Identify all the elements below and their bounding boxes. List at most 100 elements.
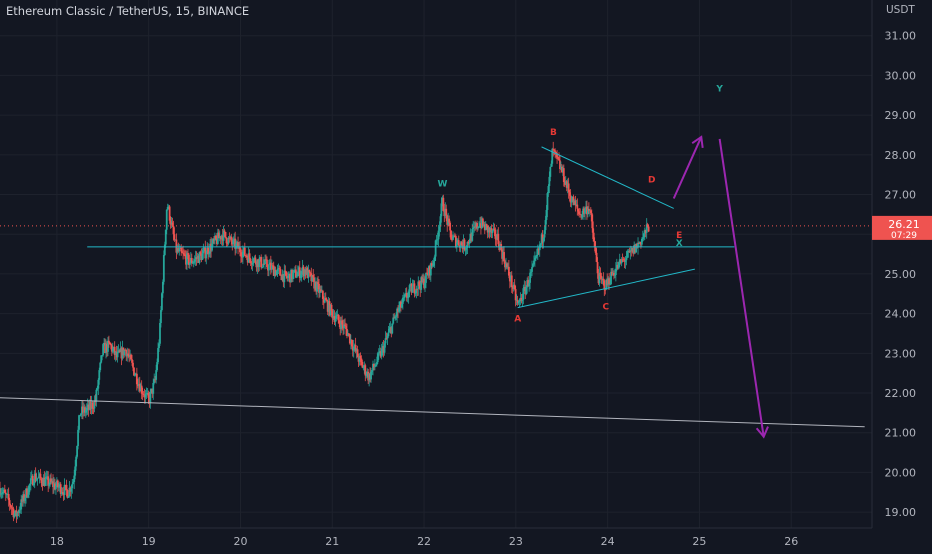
wave-label[interactable]: X bbox=[676, 239, 683, 249]
candle-body bbox=[585, 206, 587, 210]
candle-body bbox=[471, 229, 474, 241]
x-tick-label: 20 bbox=[233, 535, 247, 548]
candle-body bbox=[472, 227, 475, 230]
candle-body bbox=[127, 353, 130, 356]
candle-body bbox=[244, 255, 247, 257]
candle-body bbox=[288, 273, 291, 276]
candle-body bbox=[382, 345, 385, 353]
candle-body bbox=[389, 327, 392, 329]
candle-body bbox=[134, 375, 136, 376]
candle-body bbox=[272, 265, 275, 276]
candle-body bbox=[229, 236, 232, 238]
candle-body bbox=[276, 268, 279, 272]
candle-body bbox=[219, 236, 222, 240]
candle-body bbox=[310, 273, 313, 282]
symbol-title[interactable]: Ethereum Classic / TetherUS, 15, BINANCE bbox=[6, 4, 250, 18]
candle-body bbox=[642, 233, 645, 238]
candle-body bbox=[509, 275, 512, 282]
candle-body bbox=[227, 237, 230, 244]
wave-label[interactable]: E bbox=[676, 231, 682, 241]
candle-body bbox=[80, 413, 82, 416]
triangle-lower[interactable] bbox=[517, 268, 695, 309]
candle-body bbox=[312, 275, 315, 278]
candle-body bbox=[551, 148, 554, 164]
candle-body bbox=[139, 385, 142, 392]
long-trendline[interactable] bbox=[0, 397, 865, 428]
projection-down[interactable] bbox=[718, 138, 765, 437]
candle-body bbox=[76, 445, 79, 457]
candle-body bbox=[495, 238, 498, 240]
wave-label[interactable]: C bbox=[603, 303, 610, 313]
candle-body bbox=[141, 393, 144, 395]
candle-body bbox=[503, 252, 505, 262]
candle-body bbox=[86, 404, 89, 408]
candle-body bbox=[25, 488, 27, 498]
candle-body bbox=[348, 333, 351, 344]
projection-up[interactable] bbox=[672, 136, 703, 199]
candle-body bbox=[282, 274, 285, 283]
candle-body bbox=[559, 160, 561, 169]
candle-body bbox=[527, 280, 530, 287]
candle-body bbox=[353, 344, 356, 347]
candle-body bbox=[203, 247, 206, 251]
candle-body bbox=[39, 473, 42, 479]
candle-body bbox=[350, 339, 353, 347]
candle-body bbox=[192, 261, 195, 263]
triangle-upper[interactable] bbox=[541, 146, 674, 209]
candle-body bbox=[21, 499, 24, 502]
candle-body bbox=[577, 208, 580, 212]
last-price-badge bbox=[872, 215, 932, 240]
candle-body bbox=[230, 236, 233, 242]
candle-body bbox=[38, 473, 41, 477]
candle-body bbox=[445, 208, 448, 216]
candle-body bbox=[603, 280, 606, 290]
candle-body bbox=[68, 487, 71, 497]
candle-body bbox=[186, 253, 188, 265]
candle-body bbox=[11, 508, 14, 510]
candle-body bbox=[533, 260, 535, 265]
candle-body bbox=[615, 264, 618, 269]
candle-body bbox=[0, 488, 1, 495]
candle-body bbox=[329, 304, 332, 315]
candle-body bbox=[168, 206, 171, 221]
wave-label[interactable]: W bbox=[437, 180, 447, 190]
candle-body bbox=[475, 223, 478, 228]
candle-body bbox=[290, 269, 292, 283]
candle-body bbox=[621, 259, 624, 261]
candle-body bbox=[420, 277, 423, 290]
candle-body bbox=[54, 483, 56, 490]
candle-body bbox=[616, 264, 619, 269]
candle-body bbox=[175, 239, 178, 253]
candle-body bbox=[412, 283, 415, 287]
candle-body bbox=[550, 163, 553, 167]
candle-body bbox=[311, 275, 314, 282]
candle-body bbox=[323, 298, 326, 303]
candle-body bbox=[524, 286, 527, 295]
candle-body bbox=[426, 272, 428, 274]
candle-body bbox=[112, 346, 115, 349]
candle-body bbox=[647, 226, 650, 232]
candle-body bbox=[108, 340, 110, 343]
candle-body bbox=[501, 249, 504, 259]
candle-body bbox=[126, 353, 129, 357]
candle-body bbox=[474, 226, 477, 228]
candle-body bbox=[556, 153, 558, 158]
candle-body bbox=[584, 209, 586, 214]
candle-body bbox=[507, 266, 510, 276]
candle-body bbox=[381, 345, 384, 349]
candle-body bbox=[430, 263, 433, 266]
candle-body bbox=[52, 481, 54, 488]
wave-label[interactable]: Y bbox=[715, 84, 723, 94]
candle-body bbox=[622, 259, 625, 261]
x-tick-label: 19 bbox=[142, 535, 156, 548]
candle-body bbox=[429, 263, 432, 276]
wave-label[interactable]: A bbox=[514, 315, 521, 325]
wave-label[interactable]: D bbox=[648, 176, 655, 186]
candle-body bbox=[181, 251, 184, 253]
candle-body bbox=[87, 404, 90, 410]
candle-body bbox=[516, 300, 519, 304]
candle-body bbox=[473, 226, 476, 228]
wave-label[interactable]: B bbox=[550, 128, 557, 138]
